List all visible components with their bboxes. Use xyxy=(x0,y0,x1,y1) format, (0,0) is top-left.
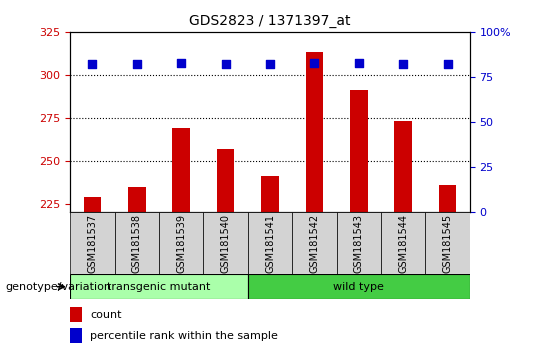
Point xyxy=(221,62,230,67)
Bar xyxy=(84,197,102,212)
Bar xyxy=(438,185,456,212)
Text: wild type: wild type xyxy=(333,282,384,292)
Bar xyxy=(306,52,323,212)
Point xyxy=(266,62,274,67)
Text: GSM181542: GSM181542 xyxy=(309,214,319,273)
Bar xyxy=(248,212,292,274)
Text: genotype/variation: genotype/variation xyxy=(5,282,111,292)
Point xyxy=(354,60,363,65)
Bar xyxy=(70,307,82,322)
Point xyxy=(443,62,452,67)
Title: GDS2823 / 1371397_at: GDS2823 / 1371397_at xyxy=(189,14,351,28)
Bar xyxy=(394,121,412,212)
Bar xyxy=(261,176,279,212)
Bar xyxy=(70,274,248,299)
Text: transgenic mutant: transgenic mutant xyxy=(107,282,211,292)
Text: GSM181545: GSM181545 xyxy=(443,214,453,273)
Text: GSM181543: GSM181543 xyxy=(354,214,364,273)
Point xyxy=(132,62,141,67)
Text: GSM181538: GSM181538 xyxy=(132,214,142,273)
Point xyxy=(310,60,319,65)
Text: GSM181544: GSM181544 xyxy=(398,214,408,273)
Bar xyxy=(172,128,190,212)
Bar xyxy=(336,212,381,274)
Bar xyxy=(204,212,248,274)
Bar xyxy=(248,274,470,299)
Point xyxy=(177,60,186,65)
Point xyxy=(88,62,97,67)
Text: GSM181540: GSM181540 xyxy=(221,214,231,273)
Bar xyxy=(426,212,470,274)
Bar xyxy=(128,187,146,212)
Bar xyxy=(159,212,204,274)
Bar xyxy=(381,212,426,274)
Text: count: count xyxy=(90,309,122,320)
Bar xyxy=(292,212,336,274)
Text: GSM181537: GSM181537 xyxy=(87,214,97,273)
Bar xyxy=(350,90,368,212)
Point xyxy=(399,62,408,67)
Text: GSM181541: GSM181541 xyxy=(265,214,275,273)
Bar xyxy=(70,212,114,274)
Text: percentile rank within the sample: percentile rank within the sample xyxy=(90,331,278,341)
Text: GSM181539: GSM181539 xyxy=(176,214,186,273)
Bar xyxy=(70,328,82,343)
Bar xyxy=(217,149,234,212)
Bar xyxy=(114,212,159,274)
